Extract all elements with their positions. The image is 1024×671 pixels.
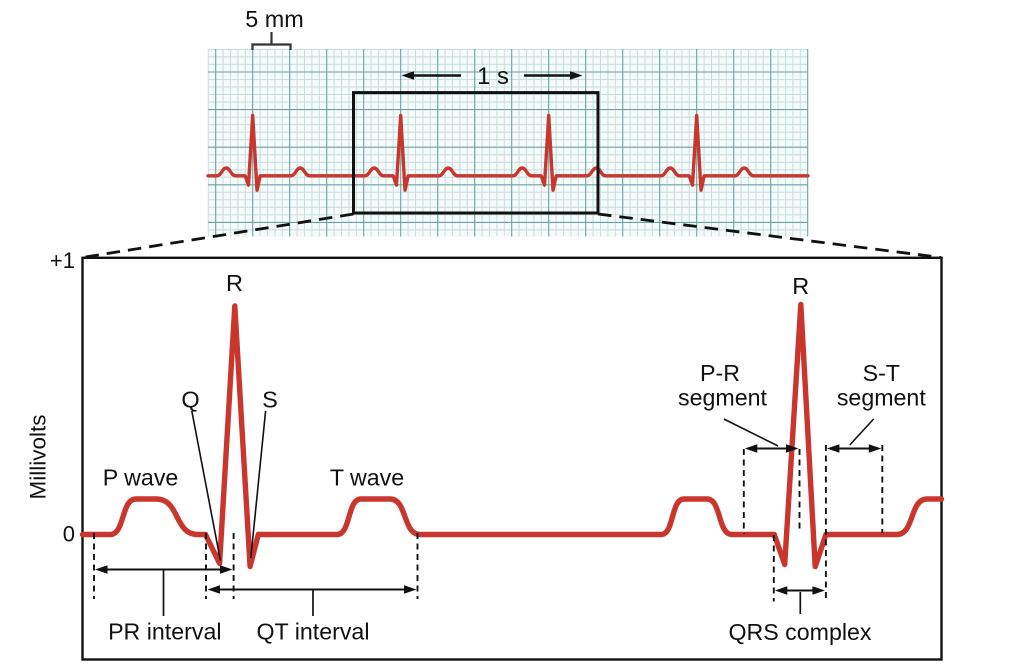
svg-text:P-R: P-R xyxy=(700,360,740,386)
svg-text:1 s: 1 s xyxy=(477,63,509,90)
svg-text:P wave: P wave xyxy=(103,465,179,491)
svg-text:Q: Q xyxy=(181,387,199,413)
svg-text:Millivolts: Millivolts xyxy=(26,414,51,499)
svg-text:segment: segment xyxy=(837,385,926,411)
svg-text:segment: segment xyxy=(678,385,767,411)
svg-text:R: R xyxy=(226,270,243,296)
svg-text:5 mm: 5 mm xyxy=(245,6,303,32)
svg-text:R: R xyxy=(792,273,809,299)
svg-text:T wave: T wave xyxy=(330,465,404,491)
svg-text:S: S xyxy=(262,387,278,413)
svg-text:QRS complex: QRS complex xyxy=(728,619,871,645)
svg-text:S-T: S-T xyxy=(863,360,900,386)
svg-text:PR interval: PR interval xyxy=(108,619,221,645)
svg-text:QT interval: QT interval xyxy=(257,619,370,645)
svg-text:+1: +1 xyxy=(50,248,75,273)
svg-text:0: 0 xyxy=(63,522,75,547)
